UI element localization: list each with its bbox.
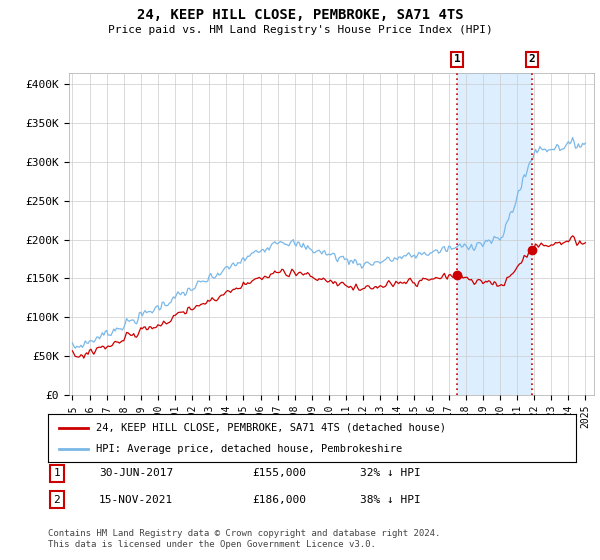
Bar xyxy=(457,73,532,395)
Text: 1: 1 xyxy=(53,468,61,478)
Text: 15-NOV-2021: 15-NOV-2021 xyxy=(99,494,173,505)
Text: Price paid vs. HM Land Registry's House Price Index (HPI): Price paid vs. HM Land Registry's House … xyxy=(107,25,493,35)
Text: 32% ↓ HPI: 32% ↓ HPI xyxy=(360,468,421,478)
Text: 24, KEEP HILL CLOSE, PEMBROKE, SA71 4TS (detached house): 24, KEEP HILL CLOSE, PEMBROKE, SA71 4TS … xyxy=(95,423,446,433)
Text: 24, KEEP HILL CLOSE, PEMBROKE, SA71 4TS: 24, KEEP HILL CLOSE, PEMBROKE, SA71 4TS xyxy=(137,8,463,22)
Text: 2: 2 xyxy=(53,494,61,505)
Text: £155,000: £155,000 xyxy=(252,468,306,478)
Text: 2: 2 xyxy=(529,54,535,64)
Text: HPI: Average price, detached house, Pembrokeshire: HPI: Average price, detached house, Pemb… xyxy=(95,444,402,454)
Text: 38% ↓ HPI: 38% ↓ HPI xyxy=(360,494,421,505)
Text: £186,000: £186,000 xyxy=(252,494,306,505)
Text: Contains HM Land Registry data © Crown copyright and database right 2024.
This d: Contains HM Land Registry data © Crown c… xyxy=(48,529,440,549)
Text: 1: 1 xyxy=(454,54,461,64)
Text: 30-JUN-2017: 30-JUN-2017 xyxy=(99,468,173,478)
